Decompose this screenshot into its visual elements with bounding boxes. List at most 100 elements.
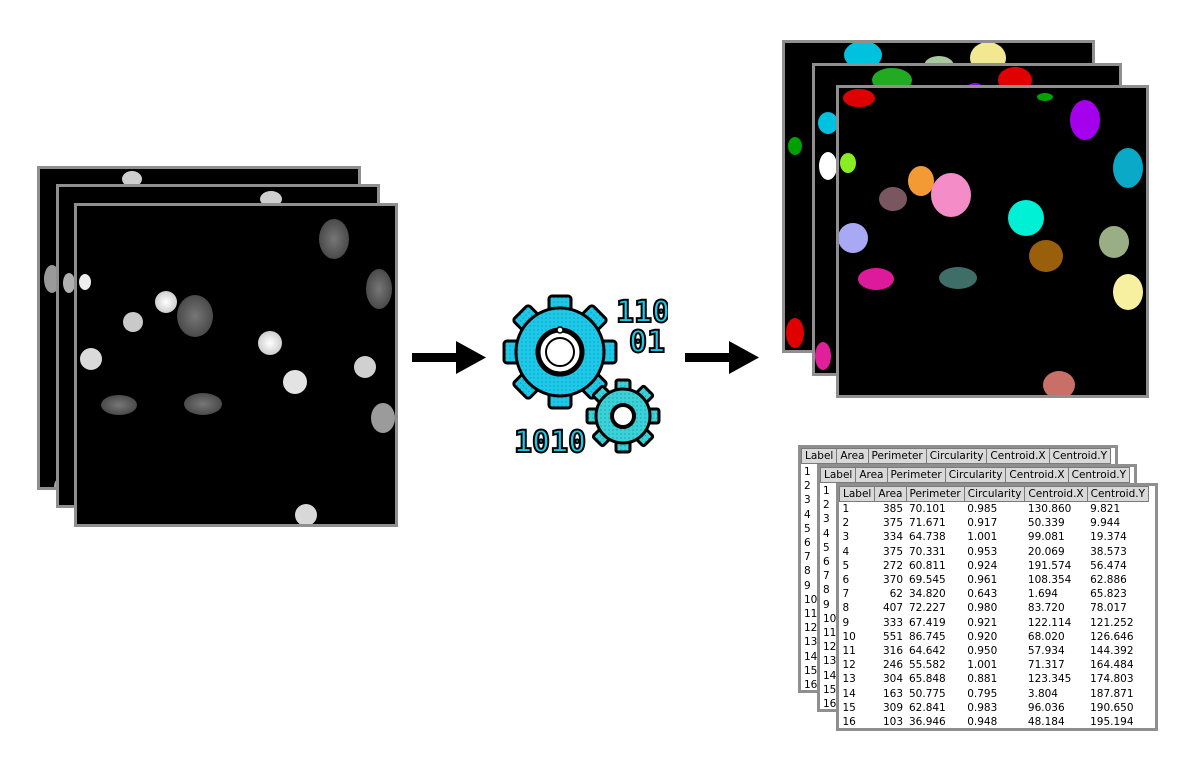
table-row[interactable]: 4 375 70.331 0.953 20.069 38.573 <box>840 545 1149 559</box>
column-header[interactable]: Centroid.Y <box>1048 448 1112 464</box>
results-table-front: Label Area Perimeter Circularity Centroi… <box>836 483 1158 731</box>
column-header[interactable]: Area <box>855 467 888 483</box>
column-header[interactable]: Centroid.Y <box>1086 486 1150 502</box>
table-cell: 13 <box>842 673 856 686</box>
table-cell: 163 <box>882 687 903 700</box>
labels-front <box>839 89 1143 395</box>
row-label: 4 <box>804 508 811 521</box>
table-cell: 68.020 <box>1027 630 1065 643</box>
table-row[interactable]: 8 407 72.227 0.980 83.720 78.017 <box>840 601 1149 615</box>
column-header[interactable]: Centroid.Y <box>1067 467 1131 483</box>
table-cell: 122.114 <box>1027 616 1072 629</box>
column-header[interactable]: Label <box>801 448 838 464</box>
table-cell: 195.194 <box>1090 716 1134 729</box>
table-row[interactable]: 6 370 69.545 0.961 108.354 62.886 <box>840 573 1149 587</box>
column-header[interactable]: Circularity <box>963 486 1026 502</box>
table-row[interactable]: 10 551 86.745 0.920 68.020 126.646 <box>840 630 1149 644</box>
table-cell: 1.001 <box>967 531 998 544</box>
row-label: 15 <box>823 683 837 696</box>
table-cell: 60.811 <box>909 559 946 572</box>
column-header[interactable]: Area <box>836 448 869 464</box>
table-cell: 36.946 <box>909 716 946 729</box>
binary-mid-label: 01 <box>629 325 665 360</box>
table-row[interactable]: 15 309 62.841 0.983 96.036 190.650 <box>840 701 1149 715</box>
table-row[interactable]: 5 272 60.811 0.924 191.574 56.474 <box>840 559 1149 573</box>
row-label: 9 <box>804 579 811 592</box>
table-cell: 56.474 <box>1090 559 1127 572</box>
column-header[interactable]: Circularity <box>925 448 988 464</box>
results-table-header-back: Label Area Perimeter Circularity Centroi… <box>801 448 1112 464</box>
table-cell: 190.650 <box>1090 701 1134 714</box>
table-cell: 10 <box>842 630 856 643</box>
row-label: 16 <box>804 679 818 692</box>
table-row[interactable]: 13 304 65.848 0.881 123.345 174.803 <box>840 672 1149 686</box>
table-cell: 375 <box>882 545 903 558</box>
table-cell: 3 <box>842 531 850 544</box>
table-cell: 0.948 <box>967 716 998 729</box>
table-cell: 316 <box>882 645 903 658</box>
column-header[interactable]: Perimeter <box>886 467 946 483</box>
column-header[interactable]: Label <box>820 467 857 483</box>
table-row[interactable]: 9 333 67.419 0.921 122.114 121.252 <box>840 616 1149 630</box>
column-header[interactable]: Perimeter <box>867 448 927 464</box>
table-cell: 1 <box>842 503 850 515</box>
column-header[interactable]: Centroid.X <box>1005 467 1069 483</box>
row-label: 10 <box>804 593 818 606</box>
table-cell: 65.848 <box>909 673 946 686</box>
table-row[interactable]: 14 163 50.775 0.795 3.804 187.871 <box>840 687 1149 701</box>
table-cell: 0.953 <box>967 545 998 558</box>
processing-gears-icon: 110 01 1010 <box>498 280 671 461</box>
results-table: Label Area Perimeter Circularity Centroi… <box>839 486 1150 729</box>
table-cell: 103 <box>882 716 903 729</box>
table-cell: 3.804 <box>1027 687 1058 700</box>
table-cell: 0.921 <box>967 616 998 629</box>
table-row[interactable]: 3 334 64.738 1.001 99.081 19.374 <box>840 530 1149 544</box>
column-header[interactable]: Area <box>874 486 907 502</box>
column-header[interactable]: Perimeter <box>905 486 965 502</box>
table-cell: 57.934 <box>1027 645 1065 658</box>
table-cell: 1.694 <box>1027 588 1058 601</box>
column-header[interactable]: Label <box>839 486 876 502</box>
table-row[interactable]: 16 103 36.946 0.948 48.184 195.194 <box>840 715 1149 729</box>
row-label: 3 <box>823 513 830 526</box>
table-cell: 309 <box>882 701 903 714</box>
table-cell: 174.803 <box>1090 673 1134 686</box>
table-cell: 0.917 <box>967 517 998 530</box>
table-cell: 69.545 <box>909 574 946 587</box>
table-row[interactable]: 2 375 71.671 0.917 50.339 9.944 <box>840 516 1149 530</box>
table-cell: 0.961 <box>967 574 998 587</box>
column-header[interactable]: Centroid.X <box>986 448 1050 464</box>
column-header[interactable]: Centroid.X <box>1024 486 1088 502</box>
table-cell: 16 <box>842 716 856 729</box>
table-row[interactable]: 7 62 34.820 0.643 1.694 65.823 <box>840 587 1149 601</box>
table-cell: 70.101 <box>909 503 946 515</box>
table-cell: 72.227 <box>909 602 946 615</box>
label-image-front <box>836 85 1149 398</box>
table-cell: 0.643 <box>967 588 998 601</box>
table-cell: 64.738 <box>909 531 946 544</box>
table-cell: 50.339 <box>1027 517 1065 530</box>
table-row[interactable]: 12 246 55.582 1.001 71.317 164.484 <box>840 658 1149 672</box>
table-cell: 8 <box>842 602 850 615</box>
table-cell: 2 <box>842 517 850 530</box>
table-cell: 38.573 <box>1090 545 1127 558</box>
table-cell: 71.317 <box>1027 659 1065 672</box>
arrow-right-icon <box>412 341 486 374</box>
table-row[interactable]: 11 316 64.642 0.950 57.934 144.392 <box>840 644 1149 658</box>
row-label: 13 <box>823 655 837 668</box>
results-table-header-middle: Label Area Perimeter Circularity Centroi… <box>820 467 1131 483</box>
row-label: 15 <box>804 664 818 677</box>
results-table-body: 1 385 70.101 0.985 130.860 9.821 2 375 71.671 0.9… <box>840 502 1149 729</box>
table-cell: 191.574 <box>1027 559 1072 572</box>
table-cell: 78.017 <box>1090 602 1127 615</box>
table-cell: 14 <box>842 687 856 700</box>
table-cell: 334 <box>882 531 903 544</box>
table-cell: 272 <box>882 559 903 572</box>
row-label: 8 <box>823 584 830 597</box>
table-cell: 1.001 <box>967 659 998 672</box>
column-header[interactable]: Circularity <box>944 467 1007 483</box>
table-row[interactable]: 1 385 70.101 0.985 130.860 9.821 <box>840 502 1149 517</box>
table-cell: 12 <box>842 659 856 672</box>
table-cell: 375 <box>882 517 903 530</box>
table-cell: 164.484 <box>1090 659 1134 672</box>
